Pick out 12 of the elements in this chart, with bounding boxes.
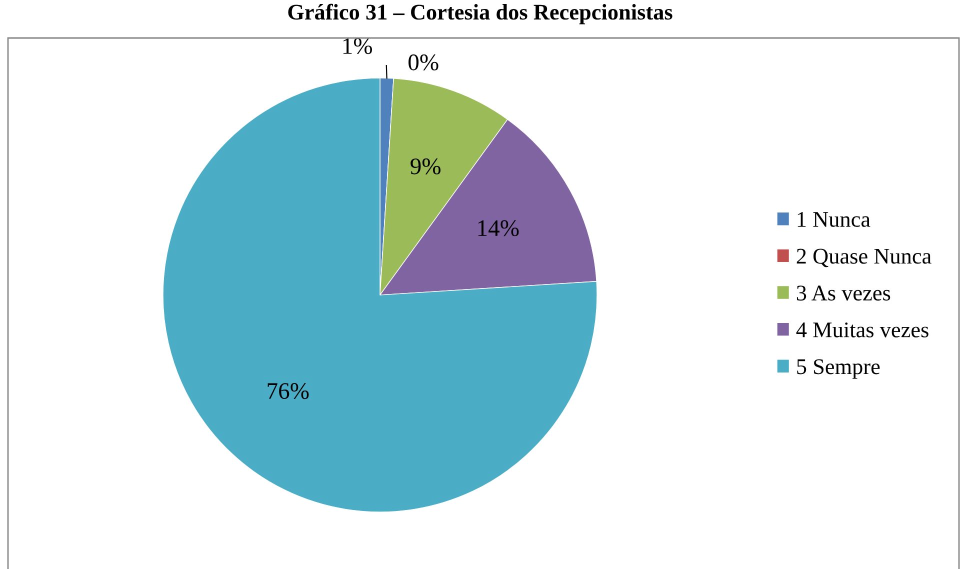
chart-title: Gráfico 31 – Cortesia dos Recepcionistas: [288, 4, 672, 24]
legend-label: 4 Muitas vezes: [796, 322, 928, 338]
data-label: 1%: [343, 38, 372, 54]
legend-label: 5 Sempre: [797, 359, 880, 379]
legend-label: 2 Quase Nunca: [796, 248, 932, 268]
legend-label: 3 As vezes: [796, 286, 890, 301]
data-label: 76%: [268, 383, 309, 400]
legend-label: 1 Nunca: [798, 212, 870, 227]
pie-slice: [162, 78, 598, 512]
text: 0%: [408, 54, 438, 70]
data-label: 14%: [478, 220, 519, 236]
data-label: 9%: [410, 158, 441, 174]
